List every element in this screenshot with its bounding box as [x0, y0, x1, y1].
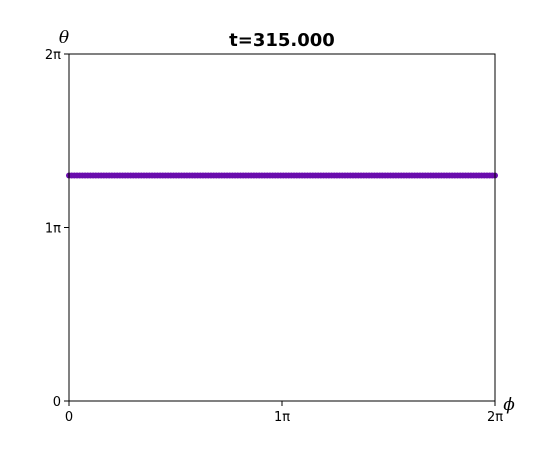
x-axis-label: ϕ	[503, 395, 515, 415]
y-axis-label: θ	[59, 28, 69, 48]
x-axis-ticks: 0 1π 2π	[65, 401, 503, 425]
y-tick-label: 1π	[45, 222, 61, 237]
data-points	[66, 172, 498, 179]
x-tick-label: 1π	[274, 410, 290, 425]
y-axis-ticks: 0 1π 2π	[45, 48, 69, 410]
chart-title: t=315.000	[229, 30, 335, 51]
y-tick-label: 2π	[45, 48, 61, 63]
y-tick-label: 0	[53, 395, 61, 410]
plot-area-frame	[68, 53, 496, 402]
x-tick-label: 0	[65, 410, 73, 425]
x-tick-label: 2π	[487, 410, 503, 425]
